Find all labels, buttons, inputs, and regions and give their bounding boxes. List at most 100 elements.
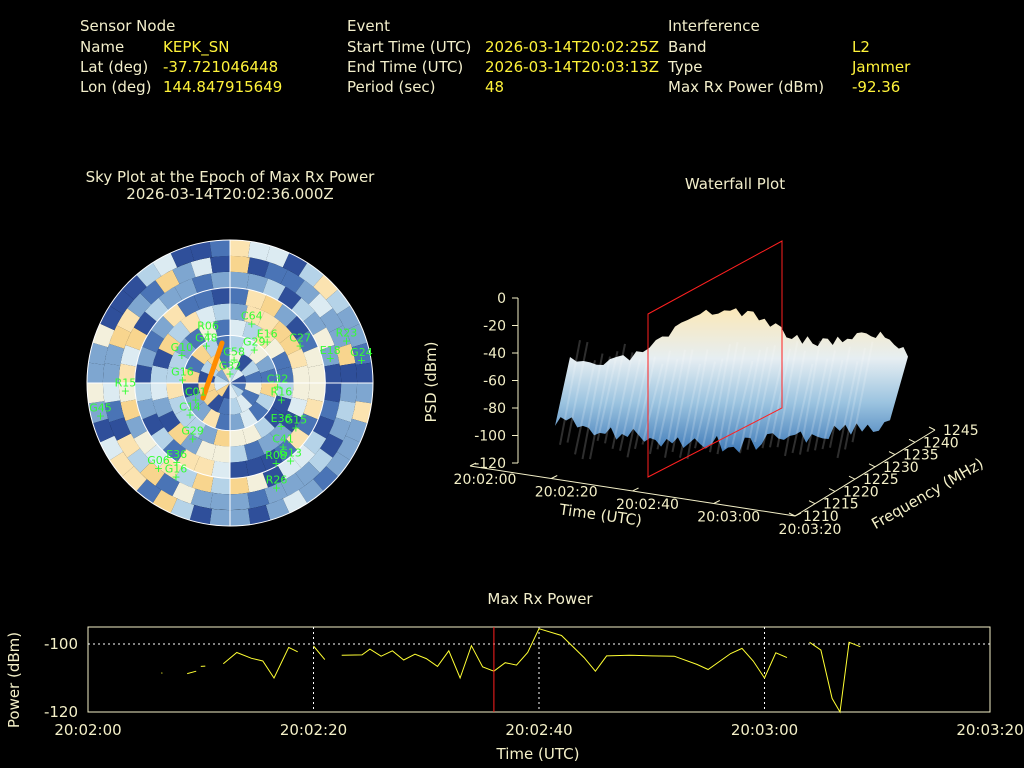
skyplot-cell: [193, 456, 215, 477]
skyplot-cell: [144, 444, 169, 469]
waterfall-striation: [784, 350, 806, 457]
interference-maxrx-value: -92.36: [852, 78, 901, 96]
waterfall-striation: [626, 359, 649, 458]
skyplot-cell: [245, 456, 267, 477]
waterfall-striation: [821, 359, 844, 450]
skyplot-cell: [102, 363, 121, 383]
skyplot-cell: [244, 305, 265, 326]
skyplot-cell: [222, 383, 230, 399]
skyplot-cell: [280, 472, 305, 497]
skyplot-cell: [308, 448, 333, 473]
skyplot-interference-track: [200, 340, 225, 401]
skyplot-cell: [236, 394, 253, 413]
skyplot-cell: [136, 346, 157, 368]
skyplot-cell: [329, 417, 351, 441]
waterfall-frequency-tick: [808, 500, 816, 505]
skyplot-cell: [263, 406, 286, 428]
skyplot-cell: [150, 383, 169, 401]
skyplot-cell: [339, 383, 358, 403]
skyplot-cell: [276, 383, 294, 400]
event-end-label: End Time (UTC): [347, 58, 464, 76]
skyplot-cell: [319, 344, 340, 367]
skyplot-cell: [167, 320, 191, 344]
waterfall-striation: [611, 352, 634, 450]
skyplot-cell: [118, 363, 137, 383]
skyplot-chart: +G32+G48+R06+G29+E16+C64+C27 +R23+E18+G24…: [86, 239, 374, 527]
skyplot-cell: [230, 335, 245, 353]
waterfall-striation: [589, 356, 611, 460]
skyplot-cell: [168, 395, 189, 415]
interference-type-label: Type: [668, 58, 703, 76]
waterfall-time-tick: [469, 462, 477, 467]
satellite-marker: +: [277, 420, 286, 433]
skyplot-cell: [230, 369, 244, 383]
skyplot-cell: [127, 293, 152, 318]
skyplot-cell: [104, 400, 125, 423]
skyplot-cell: [166, 383, 184, 400]
skyplot-cell: [312, 415, 335, 439]
maxrx-x-tick-label: 20:02:20: [280, 721, 347, 739]
sensor-lon-value: 144.847915649: [163, 78, 283, 96]
maxrx-y-label: Power (dBm): [5, 632, 23, 728]
skyplot-cell: [174, 338, 197, 360]
waterfall-striation: [581, 353, 604, 460]
skyplot-cell: [174, 465, 198, 488]
skyplot-cell: [190, 257, 213, 278]
satellite-label: R23: [336, 327, 358, 340]
event-end-value: 2026-03-14T20:03:13Z: [485, 58, 659, 76]
waterfall-striation: [769, 348, 791, 448]
skyplot-cell: [282, 489, 308, 514]
skyplot-cell: [291, 444, 316, 469]
skyplot-cell: [313, 274, 339, 300]
skyplot-cell: [155, 269, 180, 294]
skyplot-cell: [172, 482, 196, 504]
waterfall-chart: 0 -20 -40 -60 -80 -100 -120 PSD (dBm) 20:02:00 20…: [422, 240, 987, 538]
satellite-label: C32: [267, 372, 289, 385]
skyplot-cell: [211, 460, 230, 479]
skyplot-cell: [127, 448, 152, 473]
waterfall-time-tick-label: 20:03:20: [779, 522, 842, 538]
waterfall-frequency-tick-label: 1230: [883, 460, 919, 476]
skyplot-cell: [257, 432, 280, 455]
skyplot-cell: [230, 383, 246, 391]
skyplot-cell: [280, 269, 305, 294]
skyplot-cell: [326, 451, 351, 477]
waterfall-striation: [731, 360, 754, 445]
skyplot-cell: [303, 398, 324, 420]
skyplot-cell: [230, 271, 250, 290]
waterfall-striation: [679, 363, 701, 458]
skyplot-cell: [166, 366, 184, 383]
satellite-marker: +: [178, 374, 187, 387]
satellite-marker: +: [185, 408, 194, 421]
skyplot-cell: [198, 321, 218, 342]
waterfall-time-tick-label: 20:02:20: [535, 485, 598, 501]
satellite-label: G48: [195, 331, 218, 344]
skyplot-cell: [241, 389, 260, 406]
skyplot-cell: [87, 383, 105, 404]
skyplot-cell: [134, 383, 153, 402]
skyplot-cell: [239, 337, 259, 358]
satellite-marker: +: [296, 340, 305, 353]
waterfall-frequency-tick: [828, 487, 836, 492]
skyplot-cell: [191, 273, 214, 294]
satellite-marker: +: [326, 352, 335, 365]
skyplot-cell: [307, 383, 326, 402]
waterfall-epoch-marker: [647, 240, 783, 478]
skyplot-cell: [274, 439, 298, 463]
satellite-label: R16: [271, 386, 293, 399]
skyplot-cell: [109, 289, 134, 315]
skyplot-cell: [323, 363, 342, 383]
skyplot-cell: [255, 392, 276, 412]
skyplot-cell: [120, 399, 141, 422]
waterfall-striation: [664, 349, 686, 458]
skyplot-cell: [295, 461, 320, 486]
skyplot-cell: [150, 315, 174, 339]
satellite-marker: +: [191, 394, 200, 407]
skyplot-cell: [214, 375, 230, 383]
sensor-lat-value: -37.721046448: [163, 58, 279, 76]
skyplot-cell: [210, 255, 230, 274]
waterfall-striation: [791, 363, 814, 454]
skyplot-cell: [236, 353, 253, 372]
skyplot-cell: [136, 398, 157, 420]
skyplot-cell: [241, 360, 260, 377]
